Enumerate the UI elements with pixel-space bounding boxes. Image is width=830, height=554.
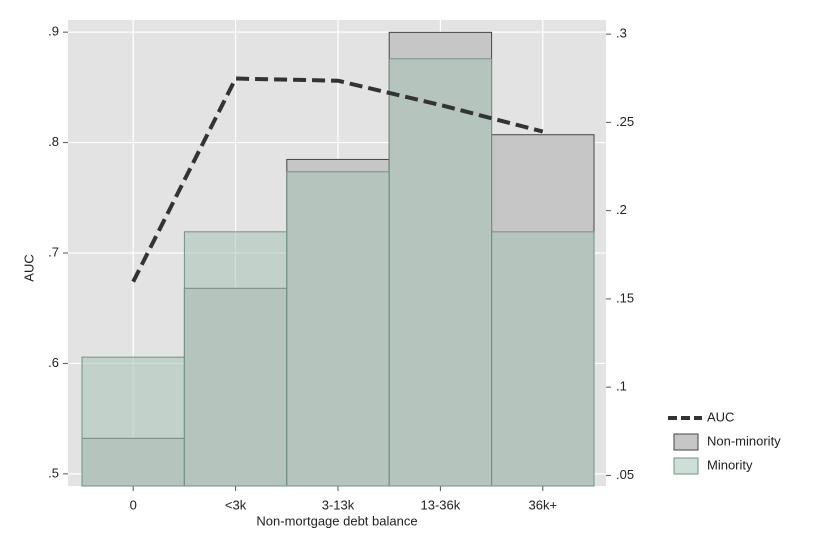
y-tick-label: .6 bbox=[48, 355, 59, 370]
bar bbox=[286, 171, 390, 487]
y-tick-label: .8 bbox=[48, 134, 59, 149]
bar bbox=[183, 231, 288, 487]
x-tick-label: 3-13k bbox=[322, 497, 355, 512]
y2-tick-label: .3 bbox=[616, 26, 627, 41]
x-tick-label: 0 bbox=[130, 497, 137, 512]
bar bbox=[388, 58, 493, 487]
x-tick-label: <3k bbox=[225, 497, 247, 512]
y-tick-label: .9 bbox=[48, 24, 59, 39]
line bbox=[131, 76, 544, 283]
y2-tick-label: .1 bbox=[616, 379, 627, 394]
y-tick-label: .7 bbox=[48, 244, 59, 259]
x-tick-label: 36k+ bbox=[529, 497, 558, 512]
y2-tick-label: .15 bbox=[616, 290, 634, 305]
y2-tick-label: .25 bbox=[616, 114, 634, 129]
y2-tick-label: .2 bbox=[616, 202, 627, 217]
legend-label: Non-minority bbox=[707, 433, 781, 448]
legend-swatch bbox=[673, 433, 699, 451]
x-axis-title: Non-mortgage debt balance bbox=[256, 513, 417, 528]
legend-label: Minority bbox=[707, 457, 753, 472]
y-tick-label: .5 bbox=[48, 465, 59, 480]
legend-swatch bbox=[673, 457, 699, 475]
legend-label: AUC bbox=[707, 409, 734, 424]
x-tick-label: 13-36k bbox=[421, 497, 461, 512]
y2-tick-label: .05 bbox=[616, 467, 634, 482]
bar bbox=[81, 356, 185, 487]
bar bbox=[491, 231, 595, 487]
y-axis-title: AUC bbox=[21, 254, 36, 281]
